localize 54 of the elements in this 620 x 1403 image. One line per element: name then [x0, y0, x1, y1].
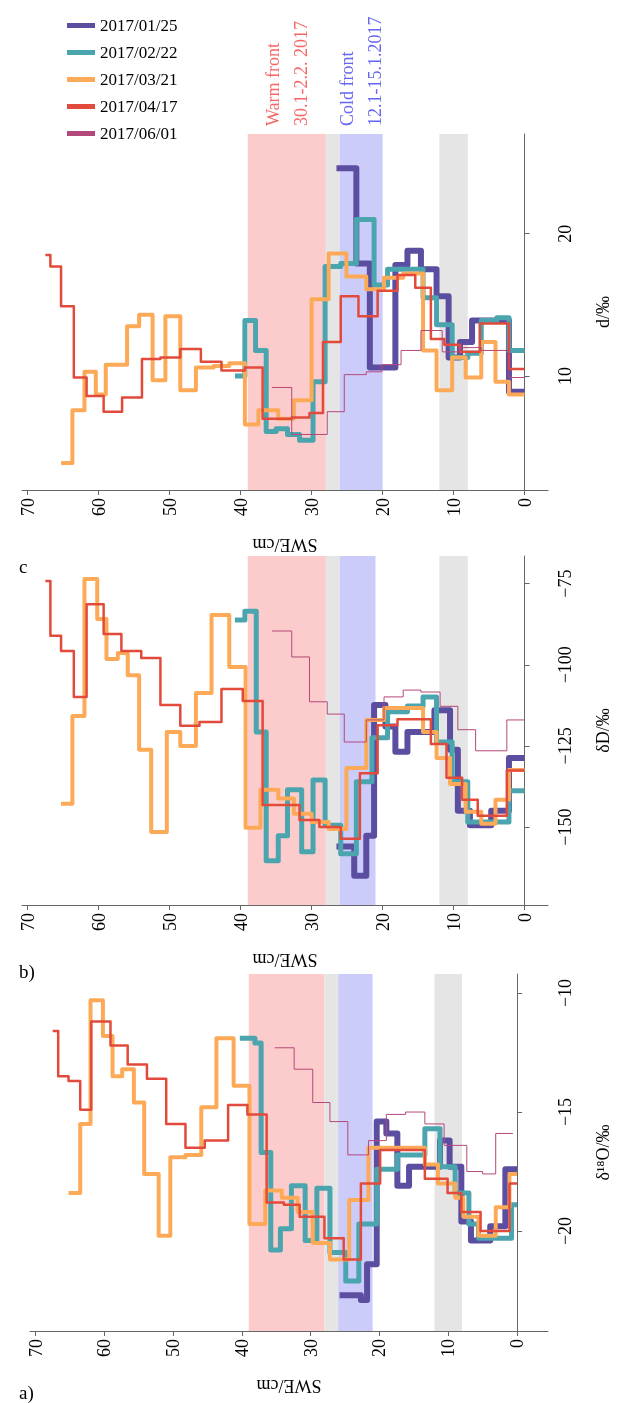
x-axis-title: SWE/cm — [256, 1376, 322, 1396]
legend-label: 2017/02/22 — [100, 43, 178, 62]
y-axis-title: δ¹⁸O/‰ — [593, 1124, 613, 1181]
x-tick-label: 40 — [230, 498, 251, 516]
band-label: Warm front 30.1-2.2. 2017 — [262, 21, 311, 126]
text: a) — [19, 1382, 34, 1403]
line-series — [271, 630, 526, 752]
y-tick-label: −150 — [555, 808, 575, 846]
y-axis-title: d/‰ — [593, 295, 613, 329]
x-tick-label: 10 — [438, 1339, 459, 1357]
line-series — [274, 1047, 514, 1175]
band-label: Cold front 12.1-15.1.2017 — [337, 16, 386, 126]
x-tick-label: 60 — [94, 1339, 115, 1357]
x-tick-label: 60 — [88, 498, 109, 516]
x-tick-label: 50 — [159, 498, 180, 516]
legend-label: 2017/01/25 — [100, 16, 178, 35]
x-tick-label: 40 — [231, 1339, 252, 1357]
x-tick-label: 20 — [369, 1339, 390, 1357]
y-tick-label: −10 — [555, 978, 575, 1008]
x-tick-label: 0 — [507, 1339, 528, 1348]
text: b) — [19, 961, 35, 983]
y-tick-label: 10 — [555, 367, 575, 386]
x-tick-label: 70 — [17, 498, 38, 516]
y-tick-label: −125 — [555, 727, 575, 765]
x-tick-label: 20 — [372, 498, 393, 516]
x-tick-label: 70 — [17, 913, 38, 931]
x-axis-title: SWE/cm — [252, 535, 318, 555]
line-series — [59, 251, 527, 465]
x-tick-label: 30 — [301, 913, 322, 931]
y-tick-label: −75 — [555, 569, 575, 598]
x-tick-label: 30 — [301, 498, 322, 516]
x-tick-label: 0 — [514, 913, 535, 922]
legend-label: 2017/06/01 — [100, 124, 178, 143]
x-tick-label: 40 — [230, 913, 251, 931]
y-tick-label: −15 — [555, 1097, 575, 1127]
legend-label: 2017/03/21 — [100, 70, 178, 89]
x-tick-label: 50 — [159, 913, 180, 931]
y-tick-label: 20 — [555, 224, 575, 243]
line-series — [271, 330, 526, 435]
text: c — [19, 556, 28, 577]
x-tick-label: 10 — [443, 498, 464, 516]
x-axis-title: SWE/cm — [252, 950, 318, 970]
x-tick-label: 0 — [514, 498, 535, 507]
y-axis-title: δD/‰ — [593, 708, 613, 753]
x-tick-label: 60 — [88, 913, 109, 931]
x-tick-label: 10 — [443, 913, 464, 931]
y-tick-label: −20 — [555, 1216, 575, 1246]
x-tick-label: 20 — [372, 913, 393, 931]
x-tick-label: 50 — [163, 1339, 184, 1357]
y-tick-label: −100 — [555, 646, 575, 684]
line-series — [44, 253, 526, 421]
x-tick-label: 30 — [300, 1339, 321, 1357]
legend-label: 2017/04/17 — [100, 97, 178, 116]
x-tick-label: 70 — [25, 1339, 46, 1357]
